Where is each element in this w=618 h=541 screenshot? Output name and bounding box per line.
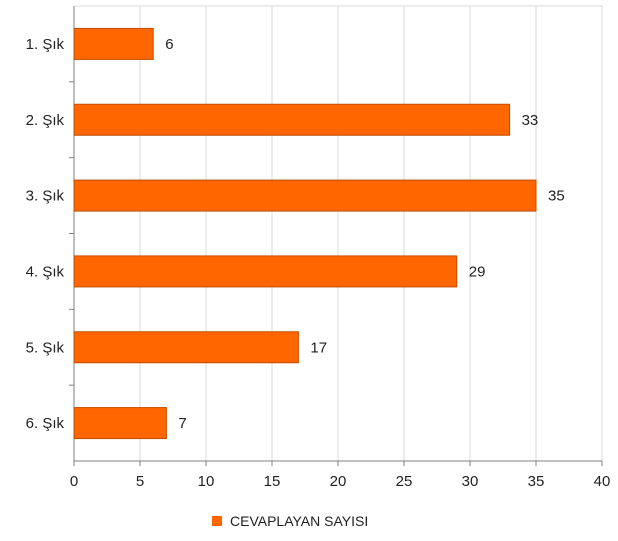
bar: [73, 27, 154, 60]
data-label: 17: [310, 339, 327, 356]
category-label: 2. Şık: [26, 112, 65, 129]
category-label: 3. Şık: [26, 188, 65, 205]
grid-lines: [74, 5, 603, 461]
category-label: 1. Şık: [26, 36, 65, 53]
data-label: 6: [165, 36, 173, 53]
legend-swatch: [212, 516, 222, 526]
category-label: 6. Şık: [26, 415, 65, 432]
x-tick-label: 30: [462, 473, 479, 490]
labels: 0 5 10 15 20 25 30 35 40 1. Şık 6 2. Şık 33 3. Şık 35 4…: [26, 36, 611, 490]
x-tick-label: 20: [330, 473, 347, 490]
bars: [73, 27, 537, 440]
x-tick-label: 0: [70, 473, 78, 490]
x-tick-label: 15: [264, 473, 281, 490]
data-label: 7: [178, 415, 186, 432]
axes: [69, 6, 603, 466]
category-label: 5. Şık: [26, 339, 65, 356]
bar: [73, 407, 167, 440]
bar: [73, 331, 299, 364]
data-label: 35: [548, 188, 565, 205]
x-tick-label: 35: [528, 473, 545, 490]
x-tick-label: 40: [594, 473, 611, 490]
legend: CEVAPLAYAN SAYISI: [212, 511, 368, 531]
category-label: 4. Şık: [26, 263, 65, 280]
bar: [73, 103, 511, 136]
x-tick-label: 10: [198, 473, 215, 490]
bar: [73, 255, 458, 288]
x-tick-label: 5: [136, 473, 144, 490]
data-label: 29: [469, 263, 486, 280]
x-tick-label: 25: [396, 473, 413, 490]
data-label: 33: [522, 112, 539, 129]
bar: [73, 179, 537, 212]
legend-label: CEVAPLAYAN SAYISI: [230, 513, 369, 529]
